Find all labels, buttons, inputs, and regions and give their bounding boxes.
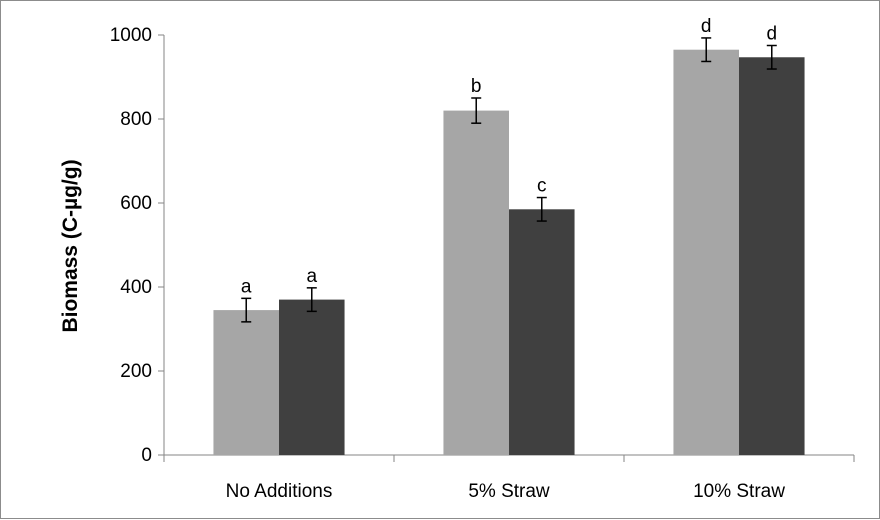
y-tick-label: 1000 xyxy=(110,25,152,46)
y-tick-label: 400 xyxy=(120,277,152,298)
significance-label: c xyxy=(537,176,547,197)
x-tick-label: 10% Straw xyxy=(693,481,785,502)
significance-label: a xyxy=(306,266,317,287)
y-tick-label: 600 xyxy=(120,193,152,214)
y-tick-label: 200 xyxy=(120,361,152,382)
significance-label: b xyxy=(471,76,482,97)
bar xyxy=(509,209,575,455)
significance-label: d xyxy=(701,16,712,37)
bar xyxy=(673,49,739,455)
plot-area: 0 200 400 600 800 1000 No Additions 5% Straw 10%… xyxy=(110,16,855,502)
x-tick-label: No Additions xyxy=(226,481,333,502)
y-tick-label: 800 xyxy=(120,109,152,130)
bar xyxy=(213,310,279,455)
bar xyxy=(739,57,805,455)
bar xyxy=(443,110,509,455)
significance-label: a xyxy=(241,276,252,297)
y-tick-label: 0 xyxy=(141,445,152,466)
bar xyxy=(279,299,345,455)
y-axis-title: Biomass (C-µg/g) xyxy=(59,159,82,332)
x-tick-label: 5% Straw xyxy=(468,481,550,502)
significance-label: d xyxy=(766,24,777,45)
